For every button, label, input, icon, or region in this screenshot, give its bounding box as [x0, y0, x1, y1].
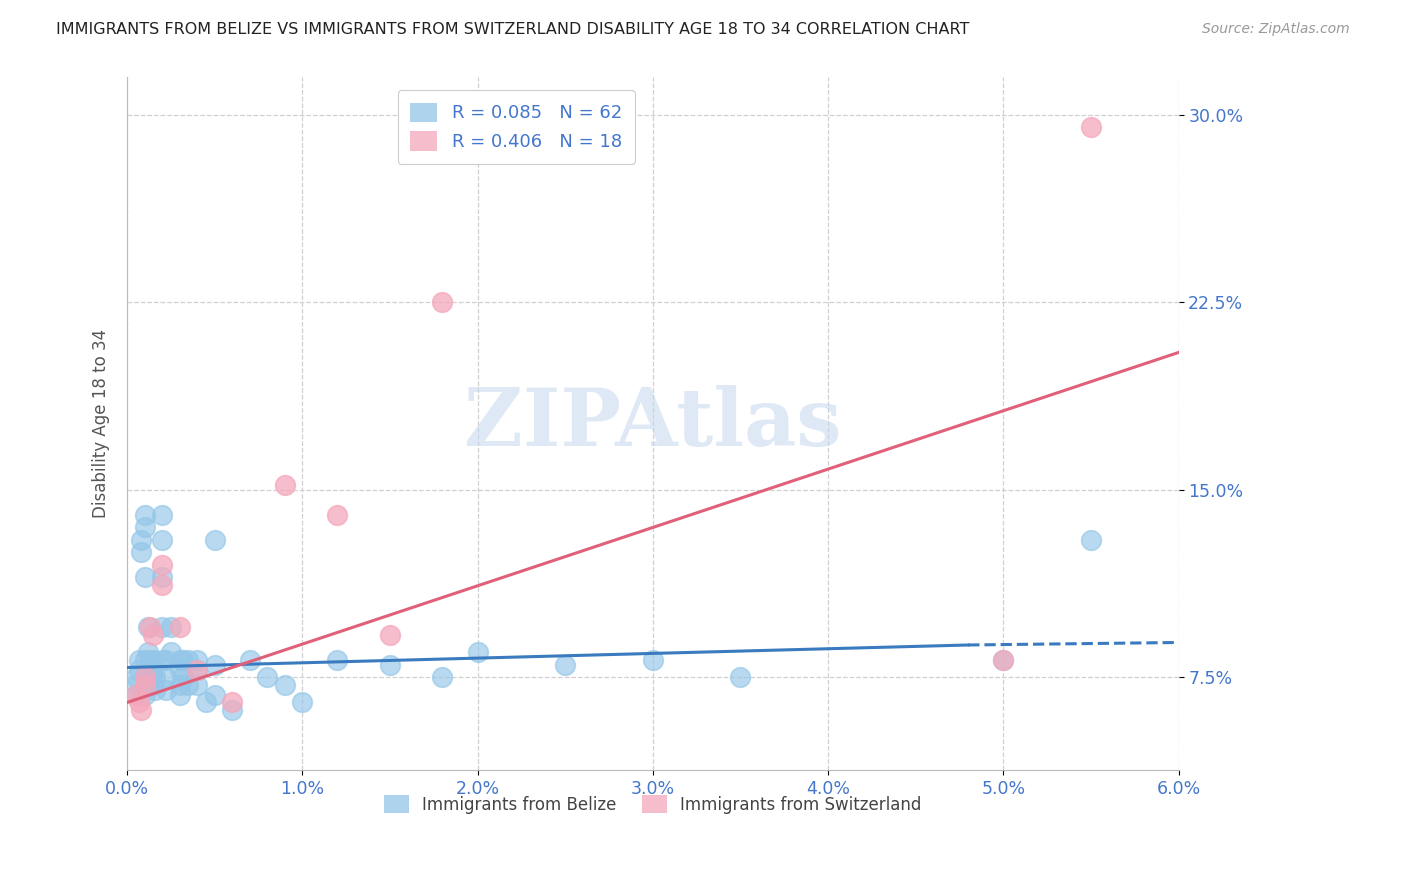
Point — [177, 678, 200, 692]
Point — [143, 683, 166, 698]
Point — [169, 620, 191, 634]
Point — [134, 671, 156, 685]
Point — [221, 703, 243, 717]
Point — [139, 663, 162, 677]
Legend: Immigrants from Belize, Immigrants from Switzerland: Immigrants from Belize, Immigrants from … — [374, 785, 931, 824]
Point — [172, 653, 194, 667]
Point — [993, 653, 1015, 667]
Point — [169, 678, 191, 692]
Point — [141, 671, 163, 685]
Point — [134, 570, 156, 584]
Point — [128, 663, 150, 677]
Point — [204, 688, 226, 702]
Point — [432, 671, 454, 685]
Point — [274, 478, 297, 492]
Point — [155, 683, 177, 698]
Point — [150, 533, 173, 547]
Point — [730, 671, 752, 685]
Point — [169, 688, 191, 702]
Point — [378, 658, 401, 673]
Point — [150, 578, 173, 592]
Point — [186, 653, 208, 667]
Point — [139, 653, 162, 667]
Point — [125, 688, 148, 702]
Point — [150, 653, 173, 667]
Point — [129, 533, 152, 547]
Point — [142, 653, 165, 667]
Point — [150, 620, 173, 634]
Point — [155, 653, 177, 667]
Point — [134, 671, 156, 685]
Point — [142, 628, 165, 642]
Point — [134, 688, 156, 702]
Point — [150, 508, 173, 522]
Point — [125, 671, 148, 685]
Text: Source: ZipAtlas.com: Source: ZipAtlas.com — [1202, 22, 1350, 37]
Text: ZIPAtlas: ZIPAtlas — [464, 384, 842, 463]
Point — [159, 645, 181, 659]
Point — [128, 696, 150, 710]
Point — [172, 671, 194, 685]
Point — [993, 653, 1015, 667]
Point — [1080, 120, 1102, 135]
Point — [136, 645, 159, 659]
Point — [150, 570, 173, 584]
Point — [169, 663, 191, 677]
Point — [169, 653, 191, 667]
Point — [136, 620, 159, 634]
Point — [194, 696, 217, 710]
Point — [326, 508, 349, 522]
Point — [378, 628, 401, 642]
Point — [186, 663, 208, 677]
Point — [125, 678, 148, 692]
Point — [143, 671, 166, 685]
Point — [239, 653, 262, 667]
Point — [204, 658, 226, 673]
Point — [177, 653, 200, 667]
Point — [129, 703, 152, 717]
Point — [221, 696, 243, 710]
Point — [139, 620, 162, 634]
Point — [134, 520, 156, 534]
Text: IMMIGRANTS FROM BELIZE VS IMMIGRANTS FROM SWITZERLAND DISABILITY AGE 18 TO 34 CO: IMMIGRANTS FROM BELIZE VS IMMIGRANTS FRO… — [56, 22, 970, 37]
Point — [326, 653, 349, 667]
Point — [129, 545, 152, 559]
Point — [274, 678, 297, 692]
Point — [186, 678, 208, 692]
Point — [467, 645, 489, 659]
Point — [554, 658, 576, 673]
Point — [186, 663, 208, 677]
Point — [142, 663, 165, 677]
Point — [432, 295, 454, 310]
Point — [641, 653, 664, 667]
Y-axis label: Disability Age 18 to 34: Disability Age 18 to 34 — [93, 329, 110, 518]
Point — [128, 653, 150, 667]
Point — [204, 533, 226, 547]
Point — [150, 558, 173, 572]
Point — [159, 620, 181, 634]
Point — [141, 678, 163, 692]
Point — [1080, 533, 1102, 547]
Point — [155, 671, 177, 685]
Point — [134, 678, 156, 692]
Point — [125, 688, 148, 702]
Point — [134, 653, 156, 667]
Point — [291, 696, 314, 710]
Point — [256, 671, 278, 685]
Point — [134, 508, 156, 522]
